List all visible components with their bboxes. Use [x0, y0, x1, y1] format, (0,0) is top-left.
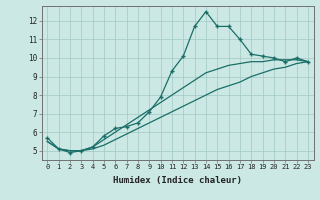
X-axis label: Humidex (Indice chaleur): Humidex (Indice chaleur) — [113, 176, 242, 185]
